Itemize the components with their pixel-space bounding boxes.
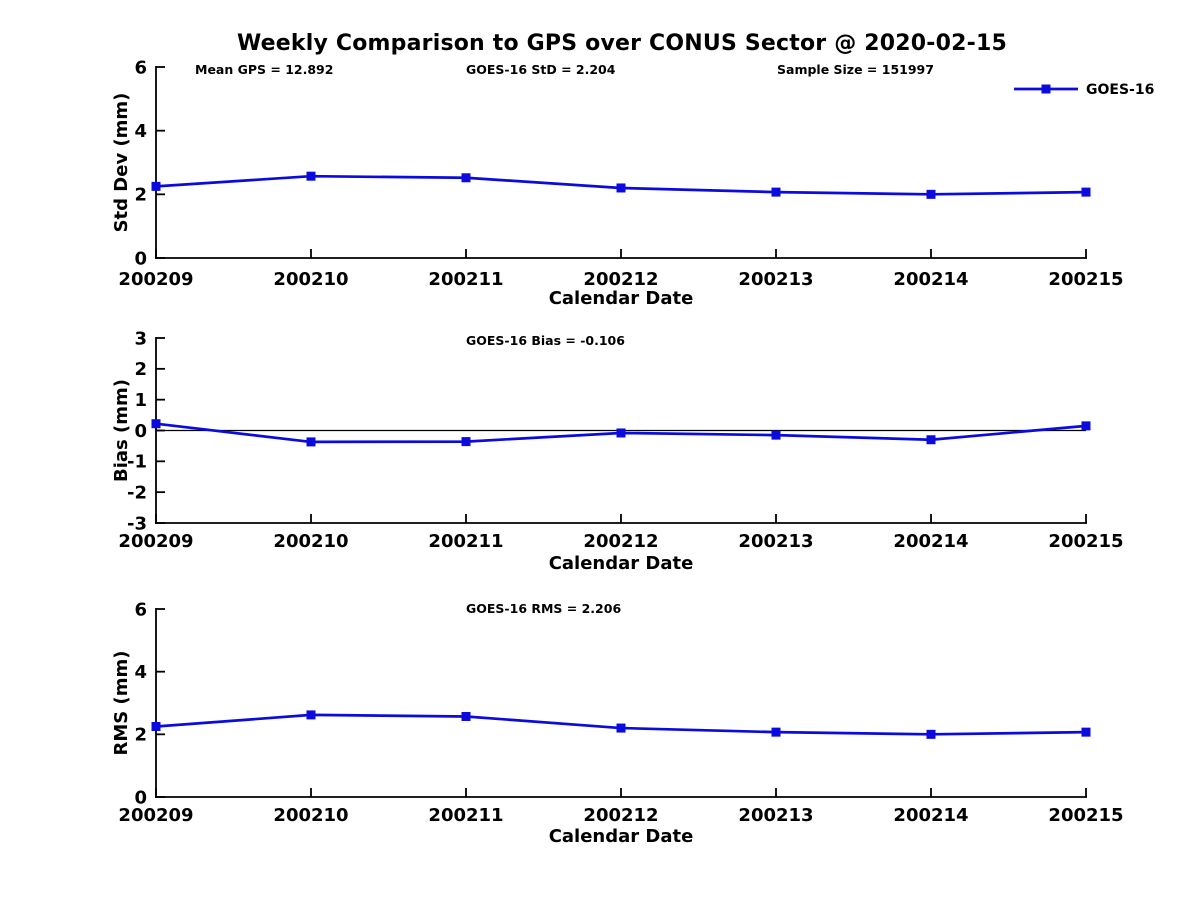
x-tick-label: 200209 [118, 805, 193, 826]
subplot-bias: -3 -2 -1 0 1 2 3 200209 200210 200211 200212 200213… [111, 328, 1124, 574]
series-marker [616, 723, 626, 733]
series-marker [306, 710, 316, 720]
series-marker [926, 435, 936, 445]
y-tick-label: 6 [134, 599, 147, 620]
x-tick-label: 200211 [428, 269, 503, 290]
series-marker [771, 187, 781, 197]
annotation-text: Mean GPS = 12.892 [195, 62, 333, 77]
y-tick-label: 3 [134, 328, 147, 349]
series-marker [1081, 421, 1091, 431]
x-tick-label: 200209 [118, 531, 193, 552]
subplot-rms: 0 2 4 6 200209 200210 200211 200212 200213 200214… [111, 599, 1124, 847]
y-tick-label: 2 [134, 185, 147, 206]
y-tick-label: 6 [134, 57, 147, 78]
series-marker [461, 173, 471, 183]
legend: GOES-16 [1014, 82, 1154, 98]
x-tick-label: 200211 [428, 531, 503, 552]
y-tick-label: 2 [134, 359, 147, 380]
series-marker [771, 430, 781, 440]
x-tick-label: 200212 [583, 805, 658, 826]
x-tick-label: 200209 [118, 269, 193, 290]
series-marker [151, 181, 161, 191]
x-tick-label: 200213 [738, 269, 813, 290]
legend-marker [1041, 84, 1051, 94]
y-axis-label: Std Dev (mm) [111, 93, 132, 233]
annotation-text: GOES-16 RMS = 2.206 [466, 601, 621, 616]
series-marker [926, 729, 936, 739]
series-marker [461, 437, 471, 447]
series-marker [1081, 187, 1091, 197]
annotation-text: GOES-16 Bias = -0.106 [466, 333, 625, 348]
x-tick-label: 200210 [273, 269, 348, 290]
x-tick-label: 200213 [738, 531, 813, 552]
x-tick-label: 200210 [273, 531, 348, 552]
y-tick-label: -3 [127, 513, 147, 534]
x-tick-label: 200212 [583, 531, 658, 552]
series-marker [151, 419, 161, 429]
legend-label: GOES-16 [1086, 82, 1154, 98]
x-tick-label: 200215 [1048, 269, 1123, 290]
x-tick-label: 200211 [428, 805, 503, 826]
figure-title: Weekly Comparison to GPS over CONUS Sect… [236, 31, 1007, 56]
x-tick-label: 200214 [893, 805, 968, 826]
annotation-text: Sample Size = 151997 [777, 62, 934, 77]
y-tick-label: 4 [134, 121, 147, 142]
x-tick-label: 200214 [893, 531, 968, 552]
series-marker [616, 428, 626, 438]
series-marker [151, 722, 161, 731]
x-tick-label: 200210 [273, 805, 348, 826]
x-tick-label: 200215 [1048, 531, 1123, 552]
series-marker [1081, 727, 1091, 737]
y-axis-label: RMS (mm) [111, 651, 132, 756]
y-tick-label: -1 [127, 452, 147, 473]
y-tick-label: 2 [134, 725, 147, 746]
y-tick-label: -2 [127, 482, 147, 503]
x-axis-label: Calendar Date [549, 826, 694, 847]
x-tick-label: 200212 [583, 269, 658, 290]
series-marker [616, 183, 626, 193]
series-marker [306, 437, 316, 447]
series-marker [461, 711, 471, 721]
y-tick-label: 0 [134, 248, 147, 269]
series-marker [926, 189, 936, 199]
y-tick-label: 0 [134, 421, 147, 442]
x-tick-label: 200213 [738, 805, 813, 826]
x-tick-label: 200214 [893, 269, 968, 290]
y-tick-label: 1 [134, 390, 147, 411]
series-marker [306, 171, 316, 181]
series-marker [771, 727, 781, 737]
x-tick-label: 200215 [1048, 805, 1123, 826]
y-tick-label: 4 [134, 662, 147, 683]
x-axis-label: Calendar Date [549, 288, 694, 309]
annotation-text: GOES-16 StD = 2.204 [466, 62, 616, 77]
subplot-std-dev: 0 2 4 6 200209 200210 200211 200212 200213 200214… [111, 57, 1154, 309]
y-tick-label: 0 [134, 787, 147, 808]
y-axis-label: Bias (mm) [111, 379, 132, 482]
x-axis-label: Calendar Date [549, 553, 694, 574]
